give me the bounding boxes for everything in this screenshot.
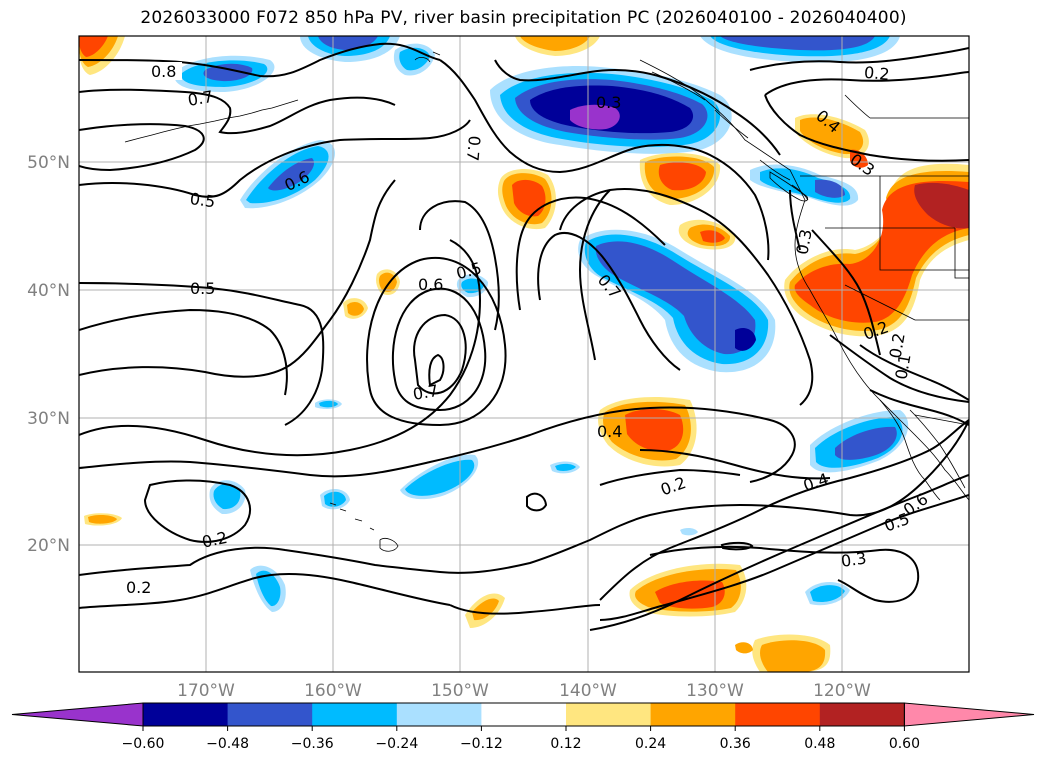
contour-label: 0.7 [186,87,214,110]
svg-text:0.2: 0.2 [863,63,890,84]
lon-label-130w: 130°W [686,681,744,701]
colorbar-segment [650,703,736,726]
lat-label-50n: 50°N [27,153,70,173]
contour-label: 0.2 [863,63,890,84]
lat-label-30n: 30°N [27,409,70,429]
colorbar-tick-label: 0.12 [550,736,581,752]
colorbar-segment [566,703,652,726]
longitude-labels: 170°W 160°W 150°W 140°W 130°W 120°W [177,681,871,701]
latitude-labels: 50°N 40°N 30°N 20°N [27,153,70,556]
colorbar-tick-label: −0.12 [460,736,503,752]
colorbar-tick-label: 0.48 [804,736,835,752]
colorbar-tick-label: −0.24 [375,736,418,752]
colorbar-segment [312,703,398,726]
svg-text:0.2: 0.2 [886,331,909,359]
shading-layer [79,36,969,672]
plot-frame [78,35,970,673]
colorbar-segment [735,703,821,726]
colorbar-tick-label: 0.24 [635,736,666,752]
svg-text:0.5: 0.5 [189,189,217,211]
svg-text:0.7: 0.7 [463,135,484,162]
svg-text:0.2: 0.2 [200,528,229,552]
colorbar-tick-label: 0.60 [889,736,920,752]
colorbar-segment [819,703,905,726]
contour-label: 0.3 [840,549,868,571]
contour-label: 0.5 [189,189,217,211]
colorbar-frame [142,702,905,727]
colorbar-segment [143,703,229,726]
contour-label: 0.4 [597,422,622,441]
contour-label: 0.6 [418,275,443,294]
contour-label: 0.1 [891,353,914,381]
lon-label-150w: 150°W [431,681,489,701]
svg-text:0.4: 0.4 [597,422,622,441]
lon-label-120w: 120°W [813,681,871,701]
svg-text:0.6: 0.6 [418,275,443,294]
svg-text:0.3: 0.3 [596,93,621,112]
colorbar-segment [227,703,313,726]
map-title: 2026033000 F072 850 hPa PV, river basin … [140,8,907,28]
svg-text:0.8: 0.8 [151,62,176,81]
svg-text:0.3: 0.3 [840,549,868,571]
lon-label-160w: 160°W [304,681,362,701]
lat-label-20n: 20°N [27,536,70,556]
coastlines [124,51,969,552]
svg-text:0.1: 0.1 [891,353,914,381]
svg-text:0.7: 0.7 [411,381,439,404]
svg-text:0.2: 0.2 [126,578,151,597]
contour-label: 0.2 [886,331,909,359]
colorbar-extend-max [903,702,1035,727]
contour-label: 0.5 [190,279,215,298]
contour-label: 0.8 [148,62,182,81]
colorbar-tick-label: −0.36 [291,736,334,752]
contour-label: 0.2 [126,578,151,597]
colorbar-segment [396,703,482,726]
svg-text:0.3: 0.3 [793,228,816,256]
contour-label: 0.3 [596,93,621,112]
contour-label: 0.7 [463,135,484,162]
colorbar-segment [481,703,567,726]
contour-label: 0.3 [793,228,816,256]
contour-label: 0.2 [200,528,229,552]
lon-label-170w: 170°W [177,681,235,701]
colorbar-extend-min [11,702,144,727]
colorbar-tick-label: 0.36 [720,736,751,752]
plot-area: 0.8 0.7 0.6 0.5 0.5 0.7 0.3 0.5 0.6 0.7 … [79,36,969,672]
lat-label-40n: 40°N [27,281,70,301]
svg-text:0.5: 0.5 [190,279,215,298]
colorbar: −0.60 −0.48 −0.36 −0.24 −0.12 0.12 0.24 0.36 0.4… [11,702,1035,752]
contour-label: 0.7 [411,381,439,404]
colorbar-tick-label: −0.48 [206,736,249,752]
pv-contours [79,42,969,631]
svg-text:0.7: 0.7 [186,87,214,110]
lon-label-140w: 140°W [559,681,617,701]
colorbar-tick-label: −0.60 [122,736,165,752]
